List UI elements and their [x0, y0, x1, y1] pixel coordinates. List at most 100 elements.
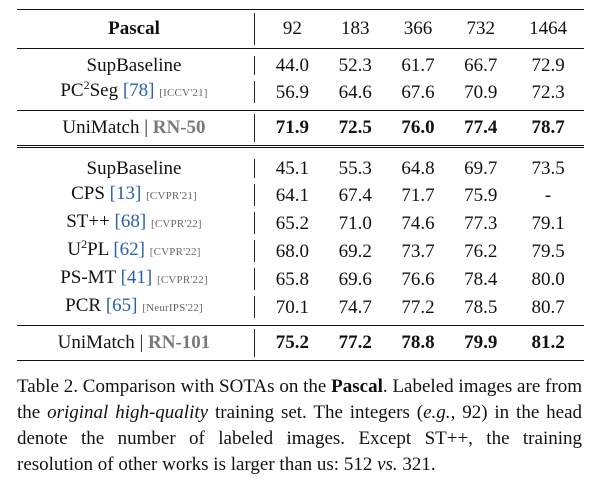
header-split: 366 — [386, 9, 450, 49]
unimatch-rn101-row: UniMatch | RN-101 75.2 77.2 78.8 79.9 81… — [17, 325, 584, 361]
value-cell: 72.3 — [531, 81, 565, 103]
value-cell: 71.7 — [401, 184, 435, 206]
method-bar: | — [144, 117, 149, 138]
header-split: 1464 — [512, 9, 584, 49]
caption-text: 321. — [397, 454, 436, 475]
value-cell: 65.2 — [275, 212, 310, 234]
method-name: CPS [13] [CVPR'21] — [17, 181, 251, 209]
column-divider — [251, 237, 261, 265]
value-cell: 55.3 — [338, 158, 372, 179]
value-cell: 67.6 — [401, 81, 435, 103]
header-split: 92 — [261, 9, 324, 49]
column-divider — [251, 209, 261, 237]
column-divider — [251, 9, 261, 49]
method-name: UniMatch | RN-101 — [17, 325, 251, 361]
value-cell: 78.5 — [464, 296, 498, 318]
table-row: PS-MT [41] [CVPR'22] 65.8 69.6 76.6 78.4… — [17, 265, 584, 293]
value-cell: 80.7 — [531, 296, 565, 318]
venue-tag: [NeurIPS'22] — [142, 302, 203, 314]
value-cell: 78.4 — [464, 268, 498, 290]
caption-italic: vs. — [377, 454, 398, 475]
backbone-label: RN-101 — [148, 332, 211, 353]
value-cell: 70.1 — [275, 296, 310, 318]
header-row: Pascal 92 183 366 732 1464 — [17, 9, 584, 49]
value-cell: 80.0 — [531, 268, 565, 290]
method-base: U — [67, 239, 82, 260]
method-label: CPS — [71, 183, 105, 204]
value-cell: 61.7 — [401, 55, 435, 76]
value-cell: 79.1 — [531, 212, 565, 234]
venue-tag: [ICCV'21] — [159, 87, 208, 99]
value-cell: - — [544, 184, 552, 206]
value-cell: 70.9 — [464, 81, 498, 103]
backbone-label: RN-50 — [152, 117, 206, 138]
value-cell: 67.4 — [338, 184, 372, 206]
value-cell: 56.9 — [275, 81, 310, 103]
venue-tag: [CVPR'22] — [149, 246, 201, 258]
column-divider — [251, 53, 261, 78]
value-cell: 52.3 — [338, 55, 372, 76]
value-cell: 73.7 — [401, 240, 435, 262]
citation-link[interactable]: [78] — [122, 80, 155, 101]
caption-text: training set. The integers ( — [208, 402, 424, 423]
value-cell: 45.1 — [275, 158, 310, 179]
citation-link[interactable]: [68] — [114, 211, 147, 232]
value-cell: 81.2 — [512, 325, 584, 361]
caption-text: Table 2. Comparison with SOTAs on the — [17, 376, 332, 397]
method-superscript: 2 — [83, 78, 90, 92]
unimatch-rn50-row: UniMatch | RN-50 71.9 72.5 76.0 77.4 78.… — [17, 110, 584, 147]
column-divider — [251, 78, 261, 106]
value-cell: 66.7 — [464, 55, 498, 76]
value-cell: 74.7 — [338, 296, 372, 318]
caption-text: , 92) in the head denote the number of l… — [17, 402, 583, 475]
citation-link[interactable]: [65] — [105, 295, 138, 316]
method-label: UniMatch — [62, 117, 140, 138]
method-name: UniMatch | RN-50 — [17, 110, 251, 147]
method-name: PC2Seg [78] [ICCV'21] — [17, 78, 251, 106]
citation-link[interactable]: [13] — [109, 183, 142, 204]
table-row: ST++ [68] [CVPR'22] 65.2 71.0 74.6 77.3 … — [17, 209, 584, 237]
column-divider — [251, 181, 261, 209]
value-cell: 69.6 — [338, 268, 372, 290]
method-label: PS-MT — [60, 267, 116, 288]
method-name: PS-MT [41] [CVPR'22] — [17, 265, 251, 293]
value-cell: 78.8 — [386, 325, 450, 361]
value-cell: 69.7 — [464, 158, 498, 179]
caption-text: . Labeled images are from the — [17, 376, 582, 423]
value-cell: 76.0 — [386, 110, 450, 147]
table-row: SupBaseline 45.1 55.3 64.8 69.7 73.5 — [17, 156, 584, 181]
value-cell: 76.2 — [464, 240, 498, 262]
value-cell: 78.7 — [512, 110, 584, 147]
value-cell: 44.0 — [275, 55, 310, 76]
table-row: PCR [65] [NeurIPS'22] 70.1 74.7 77.2 78.… — [17, 293, 584, 321]
value-cell: 79.9 — [449, 325, 513, 361]
method-name: ST++ [68] [CVPR'22] — [17, 209, 251, 237]
value-cell: 75.2 — [261, 325, 324, 361]
caption-italic: original high-quality — [47, 402, 209, 423]
table-caption: Table 2. Comparison with SOTAs on the Pa… — [17, 374, 582, 478]
method-label: ST++ — [66, 211, 110, 232]
method-name: SupBaseline — [86, 158, 182, 179]
value-cell: 65.8 — [275, 268, 310, 290]
column-divider — [251, 293, 261, 321]
value-cell: 71.9 — [261, 110, 324, 147]
citation-link[interactable]: [41] — [120, 267, 153, 288]
results-table: Pascal 92 183 366 732 1464 SupBaseline 4… — [17, 9, 584, 361]
method-label: UniMatch — [57, 332, 135, 353]
value-cell: 71.0 — [338, 212, 372, 234]
value-cell: 64.6 — [338, 81, 372, 103]
column-divider — [251, 156, 261, 181]
venue-tag: [CVPR'22] — [156, 274, 208, 286]
method-tail: Seg — [89, 80, 119, 101]
value-cell: 76.6 — [401, 268, 435, 290]
table-row: PC2Seg [78] [ICCV'21] 56.9 64.6 67.6 70.… — [17, 78, 584, 106]
method-superscript: 2 — [81, 237, 88, 251]
value-cell: 73.5 — [531, 158, 565, 179]
method-name: SupBaseline — [86, 55, 182, 76]
venue-tag: [CVPR'22] — [150, 218, 202, 230]
header-split: 732 — [449, 9, 513, 49]
method-name: U2PL [62] [CVPR'22] — [17, 237, 251, 265]
citation-link[interactable]: [62] — [113, 239, 145, 260]
value-cell: 72.9 — [531, 55, 565, 76]
